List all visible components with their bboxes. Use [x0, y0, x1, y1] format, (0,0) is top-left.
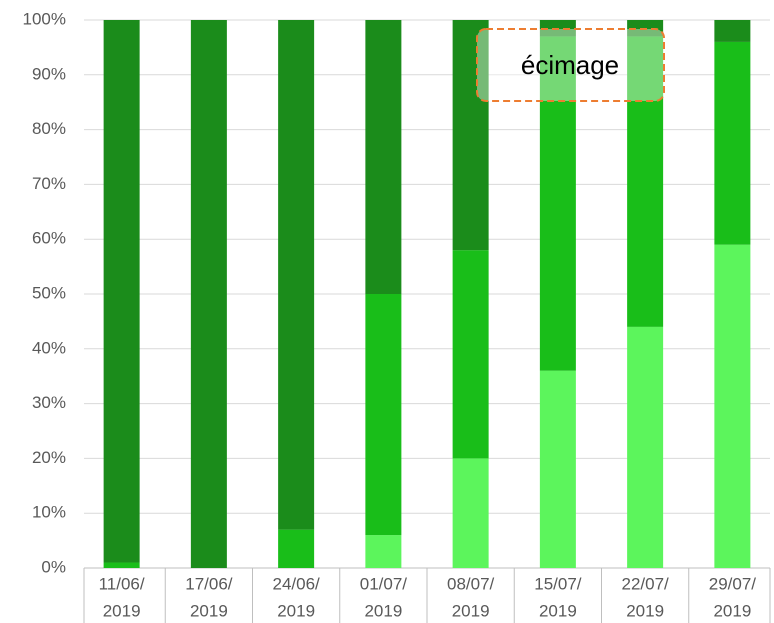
bar-segment — [365, 535, 402, 568]
x-tick-label: 01/07/ — [360, 574, 408, 593]
bar-segment — [627, 326, 664, 568]
x-tick-label: 24/06/ — [272, 574, 320, 593]
x-tick-label: 29/07/ — [709, 574, 757, 593]
x-tick-label: 17/06/ — [185, 574, 233, 593]
x-tick-label: 15/07/ — [534, 574, 582, 593]
bar-segment — [103, 562, 140, 568]
bar-segment — [627, 36, 664, 327]
x-tick-label: 2019 — [277, 601, 315, 620]
bar-segment — [714, 41, 751, 245]
x-tick-label: 08/07/ — [447, 574, 495, 593]
x-tick-label: 2019 — [190, 601, 228, 620]
bar-segment — [714, 20, 751, 42]
y-tick-label: 100% — [23, 9, 66, 28]
bar-segment — [365, 20, 402, 294]
bar-segment — [452, 250, 489, 459]
y-tick-label: 80% — [32, 119, 66, 138]
bar-segment — [539, 36, 576, 371]
bar-segment — [365, 294, 402, 536]
y-tick-label: 60% — [32, 229, 66, 248]
bar-segment — [103, 20, 140, 563]
x-tick-label: 11/06/ — [99, 574, 145, 593]
y-tick-label: 70% — [32, 174, 66, 193]
bar-segment — [452, 20, 489, 251]
y-tick-label: 0% — [41, 557, 66, 576]
x-tick-label: 22/07/ — [621, 574, 669, 593]
x-tick-label: 2019 — [452, 601, 490, 620]
y-tick-label: 10% — [32, 503, 66, 522]
bar-segment — [714, 244, 751, 568]
y-tick-label: 40% — [32, 338, 66, 357]
bar-segment — [452, 458, 489, 568]
bar-segment — [278, 20, 315, 530]
y-tick-label: 50% — [32, 283, 66, 302]
x-tick-label: 2019 — [713, 601, 751, 620]
x-tick-label: 2019 — [364, 601, 402, 620]
y-tick-label: 30% — [32, 393, 66, 412]
x-tick-label: 2019 — [539, 601, 577, 620]
bar-segment — [539, 370, 576, 568]
y-tick-label: 90% — [32, 64, 66, 83]
annotation-text: écimage — [521, 50, 619, 80]
y-tick-label: 20% — [32, 448, 66, 467]
x-tick-label: 2019 — [103, 601, 141, 620]
x-tick-label: 2019 — [626, 601, 664, 620]
bar-segment — [278, 529, 315, 568]
annotation-box — [476, 28, 665, 102]
bar-segment — [190, 20, 227, 568]
